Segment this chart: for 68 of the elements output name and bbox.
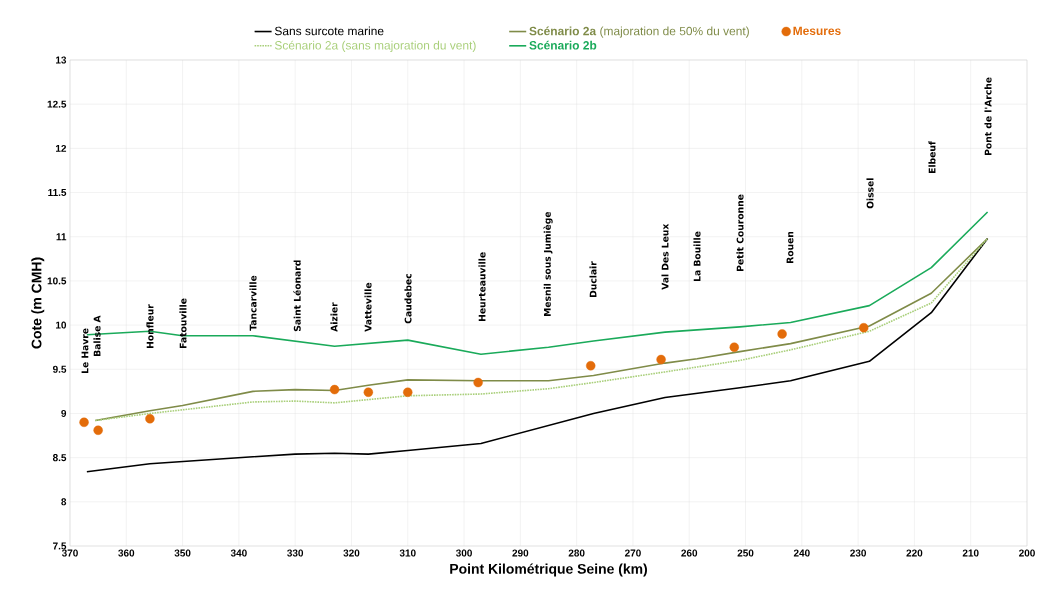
annotation: Rouen — [786, 231, 794, 263]
annotation: Fatouville — [179, 298, 187, 348]
point — [403, 387, 413, 397]
x-tick-label: 320 — [343, 549, 360, 557]
point — [329, 384, 340, 395]
annotation: Heurteauville — [478, 252, 486, 321]
y-axis-title: Cote (m CMH) — [31, 257, 45, 349]
annotation: Caudebec — [404, 273, 412, 324]
point — [473, 377, 483, 388]
x-tick-label: 280 — [568, 549, 585, 557]
annotation: La Bouille — [693, 231, 701, 281]
x-tick-label: 250 — [737, 549, 754, 557]
annotation: Saint Léonard — [293, 260, 301, 332]
x-tick-label: 310 — [399, 549, 416, 557]
x-tick-label: 330 — [287, 549, 304, 557]
annotation: Balise A — [93, 315, 101, 356]
x-tick-label: 230 — [850, 549, 867, 557]
point — [145, 414, 155, 424]
legend-label: Sans surcote marine — [274, 26, 384, 36]
annotation: Aizier — [330, 302, 338, 332]
x-tick-label: 370 — [61, 549, 78, 557]
x-tick-label: 210 — [962, 549, 979, 557]
y-tick-label: 11.5 — [48, 189, 67, 197]
y-tick-label: 12 — [56, 144, 67, 152]
x-tick-label: 270 — [624, 549, 641, 557]
x-tick-label: 260 — [681, 549, 698, 557]
point — [859, 323, 869, 333]
point — [777, 329, 787, 339]
y-tick-label: 7.5 — [53, 542, 67, 550]
y-tick-label: 9 — [61, 409, 67, 417]
y-tick-label: 8.5 — [52, 454, 67, 462]
annotation: Mesnil sous Jumiège — [543, 211, 553, 316]
y-tick-label: 11 — [56, 233, 67, 241]
x-tick-label: 200 — [1019, 549, 1035, 557]
x-tick-label: 240 — [793, 549, 810, 557]
point — [586, 361, 596, 371]
annotation: Pont de l'Arche — [984, 77, 992, 155]
y-tick-label: 8 — [61, 498, 67, 506]
point — [79, 417, 89, 427]
x-tick-label: 300 — [455, 549, 472, 557]
x-tick-label: 340 — [230, 549, 247, 557]
legend-label: Scénario 2b — [529, 40, 597, 50]
annotation: Tancarville — [249, 275, 257, 331]
y-tick-label: 10 — [56, 321, 67, 329]
annotation: Le Havre — [81, 328, 89, 373]
annotation: Val Des Leux — [661, 223, 669, 290]
legend-label: Scénario 2a (sans majoration du vent) — [274, 40, 476, 52]
legend-label: Scénario 2a (majoration de 50% du vent) — [529, 26, 749, 38]
x-tick-label: 220 — [906, 549, 923, 557]
point — [363, 387, 374, 397]
y-tick-label: 9.5 — [52, 365, 67, 373]
annotation: Duclair — [589, 261, 597, 297]
point — [656, 354, 666, 365]
y-tick-label: 10.5 — [47, 277, 67, 285]
annotation: Honfleur — [146, 304, 154, 348]
annotation: Elbeuf — [928, 141, 936, 173]
x-tick-label: 360 — [118, 549, 135, 557]
x-axis-title: Point Kilométrique Seine (km) — [450, 563, 647, 577]
annotation: Vatteville — [364, 282, 372, 332]
x-tick-label: 290 — [512, 549, 529, 557]
point — [93, 425, 103, 435]
y-tick-label: 13 — [56, 56, 67, 64]
x-tick-label: 350 — [174, 549, 191, 557]
annotation: Petit Couronne — [736, 194, 744, 271]
legend-label: Mesures — [793, 26, 841, 36]
point — [729, 342, 739, 352]
annotation: Oissel — [866, 178, 874, 209]
y-tick-label: 12.5 — [47, 100, 67, 108]
